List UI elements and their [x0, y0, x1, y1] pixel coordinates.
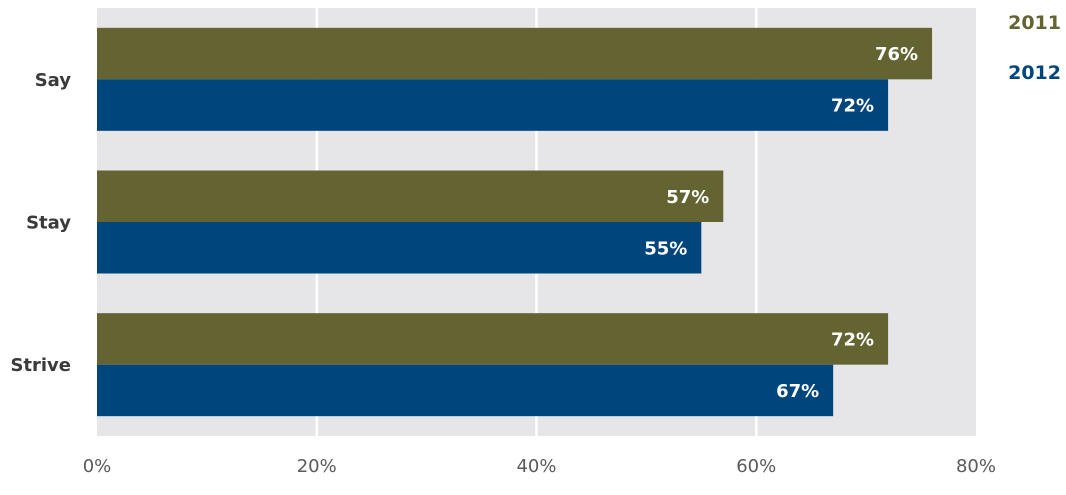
- bar-2011-say: [97, 27, 933, 80]
- category-labels: Say Stay Strive: [10, 70, 71, 376]
- bar-value-label: 72%: [831, 329, 874, 350]
- category-label-stay: Stay: [26, 213, 71, 234]
- x-tick-label: 0%: [83, 456, 112, 477]
- bar-2011-stay: [97, 170, 724, 222]
- category-label-say: Say: [35, 70, 72, 91]
- bar-2012-stay: [97, 222, 702, 274]
- bar-2012-strive: [97, 364, 834, 417]
- bar-value-label: 67%: [776, 381, 819, 402]
- x-tick-label: 80%: [956, 456, 996, 477]
- bar-2012-say: [97, 79, 889, 131]
- bar-value-label: 57%: [666, 187, 709, 208]
- x-tick-label: 40%: [516, 456, 556, 477]
- data-labels: 76% 72% 57% 55% 72% 67%: [644, 44, 918, 402]
- x-tick-label: 60%: [736, 456, 776, 477]
- legend: 2011 2012: [1008, 12, 1061, 84]
- bars: [97, 27, 933, 417]
- bar-value-label: 76%: [875, 44, 918, 65]
- legend-item-2012: 2012: [1008, 62, 1061, 84]
- x-axis-tick-labels: 0% 20% 40% 60% 80%: [83, 456, 996, 477]
- bar-value-label: 72%: [831, 96, 874, 117]
- legend-item-2011: 2011: [1008, 12, 1061, 34]
- bar-value-label: 55%: [644, 238, 687, 259]
- bar-2011-strive: [97, 313, 889, 365]
- x-tick-label: 20%: [297, 456, 337, 477]
- category-label-strive: Strive: [10, 355, 71, 376]
